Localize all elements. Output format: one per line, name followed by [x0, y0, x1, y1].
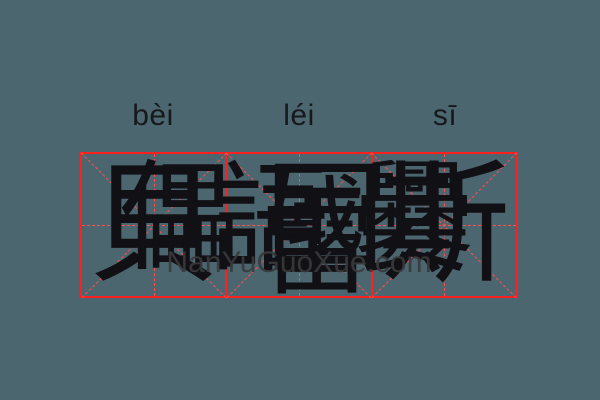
pinyin-row: bèi léi sī: [80, 92, 518, 140]
grid-cell-2: 雷 語 國: [209, 152, 385, 303]
hanzi-overlay-2: 語: [208, 151, 329, 290]
hanzi-overlay-1: 儡: [119, 149, 240, 288]
pinyin-bei: bèi: [132, 99, 174, 132]
hanzi-overlay-2b: 國: [264, 149, 385, 288]
grid-cell-3: 斯 爨: [354, 152, 518, 299]
watermark-text: NanYuGuoXue.com: [166, 246, 432, 279]
hanzi-overlay-3: 爨: [354, 151, 475, 290]
hanzi-character-2: 雷: [258, 177, 375, 312]
pinyin-si: sī: [432, 99, 458, 132]
character-grid: 貝 儡 雷 語 國 斯 爨: [80, 152, 518, 303]
grid-cell-1: 貝 儡: [80, 152, 240, 299]
pinyin-lei: léi: [283, 99, 315, 132]
